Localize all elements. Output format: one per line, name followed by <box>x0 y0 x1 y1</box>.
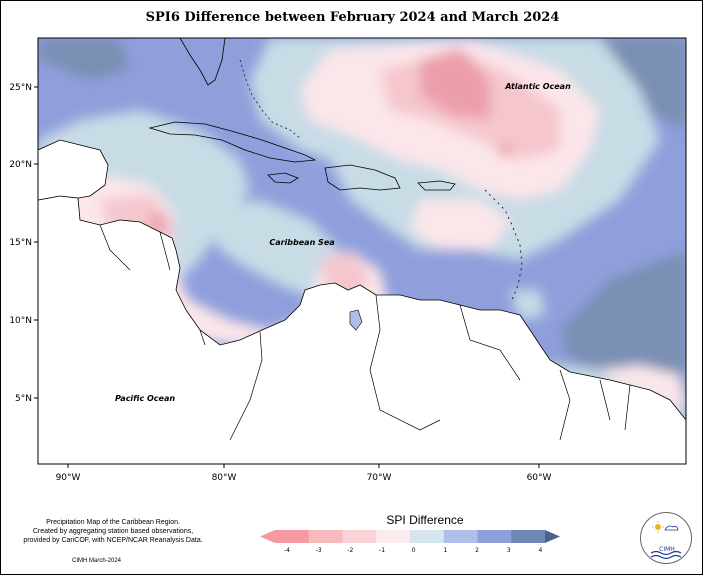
legend-tick-label: 3 <box>507 547 511 554</box>
legend-tick-label: -2 <box>347 547 353 554</box>
legend-tick-label: -3 <box>316 547 322 554</box>
lat-tick-10: 10°N <box>9 316 32 326</box>
legend-tick-label: 2 <box>475 547 479 554</box>
legend-colorbar <box>260 530 560 543</box>
lon-tick-60: 60°W <box>527 473 552 483</box>
lat-tick-20: 20°N <box>9 160 32 170</box>
legend-swatch <box>342 530 377 543</box>
map-border <box>37 37 687 465</box>
label-caribbean-sea: Caribbean Sea <box>269 238 334 247</box>
legend-swatch <box>477 530 512 543</box>
spi-deep-pink-spot <box>498 143 512 157</box>
spi-pale-pink-east <box>410 200 510 250</box>
label-pacific-ocean: Pacific Ocean <box>115 394 175 403</box>
label-atlantic-ocean: Atlantic Ocean <box>504 82 571 91</box>
legend-arrow-right <box>545 530 560 543</box>
island-cuba <box>148 121 317 163</box>
legend-swatch <box>443 530 478 543</box>
lon-tick-90: 90°W <box>56 473 81 483</box>
island-jamaica <box>267 172 299 184</box>
map-title: SPI6 Difference between February 2024 an… <box>145 10 560 25</box>
legend-tick-label: 4 <box>539 547 543 554</box>
legend-arrow-left <box>260 530 275 543</box>
lat-tick-5: 5°N <box>15 394 32 404</box>
legend-ticks: -4 -3 -2 -1 0 1 2 3 4 <box>284 547 543 554</box>
legend-swatch <box>275 530 310 543</box>
island-puerto-rico <box>417 180 456 191</box>
legend-tick-label: -4 <box>284 547 290 554</box>
credits-line-1: Precipitation Map of the Caribbean Regio… <box>46 519 180 526</box>
legend-swatch <box>410 530 445 543</box>
spi-slate-nw <box>38 38 130 80</box>
cimh-logo-icon: CIMH <box>640 512 692 564</box>
island-bahamas <box>239 59 301 139</box>
lat-tick-15: 15°N <box>9 238 32 248</box>
lon-tick-80: 80°W <box>212 473 237 483</box>
land-florida <box>179 38 226 86</box>
legend-swatch <box>511 530 546 543</box>
legend-title: SPI Difference <box>386 513 464 527</box>
lat-tick-25: 25°N <box>9 83 32 93</box>
island-lesser-antilles <box>484 189 523 301</box>
logo-text: CIMH <box>659 546 675 553</box>
credits-line-2: Created by aggregating station based obs… <box>32 528 194 535</box>
credits: Precipitation Map of the Caribbean Regio… <box>18 518 208 545</box>
spi-deep-pink-atlantic <box>420 48 490 120</box>
lon-axis: 90°W 80°W 70°W 60°W <box>56 464 552 483</box>
land-central-america <box>38 195 686 464</box>
lon-tick-70: 70°W <box>367 473 392 483</box>
legend-tick-label: 1 <box>443 547 447 554</box>
land-yucatan <box>38 139 109 201</box>
legend-swatch <box>376 530 411 543</box>
credits-date: CIMH March-2024 <box>72 558 122 564</box>
lake-maracaibo <box>349 309 363 331</box>
lat-axis: 25°N 20°N 15°N 10°N 5°N <box>9 83 38 404</box>
country-borders <box>99 224 631 441</box>
island-hispaniola <box>324 164 401 191</box>
credits-line-3: provided by CariCOF, with NCEP/NCAR Rean… <box>23 537 203 544</box>
legend-swatch <box>308 530 343 543</box>
spi-light-blue-spot <box>510 290 545 320</box>
spi-slate-ne <box>600 38 686 130</box>
spi-deep-pink-honduras <box>149 213 167 231</box>
legend-tick-label: 0 <box>412 547 416 554</box>
spi-slate-se <box>560 250 686 390</box>
legend-tick-label: -1 <box>379 547 385 554</box>
